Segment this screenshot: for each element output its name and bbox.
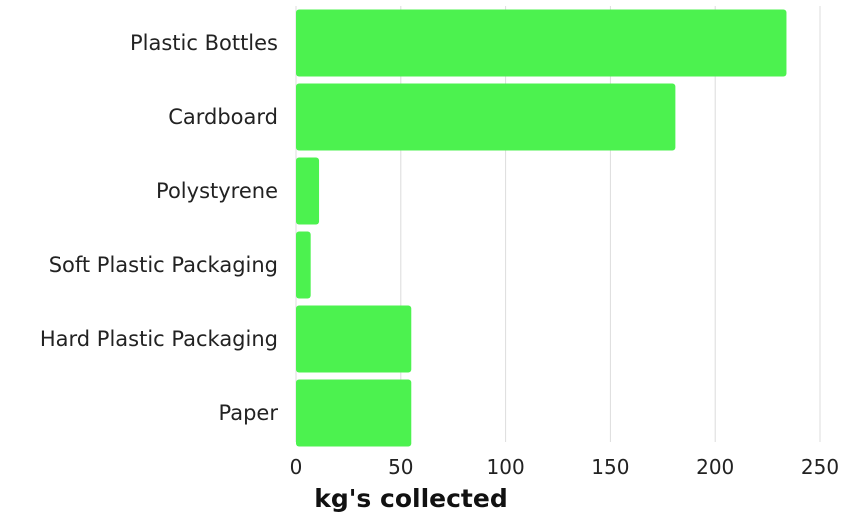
x-tick-label: 100 [487,455,525,479]
bar-plastic-bottles [296,9,787,77]
x-tick-label: 150 [591,455,629,479]
x-tick-label: 50 [388,455,413,479]
category-label: Polystyrene [156,179,278,203]
bars [296,9,787,447]
x-tick-label: 0 [290,455,303,479]
x-tick-label: 250 [801,455,839,479]
bar-paper [296,379,412,447]
bar-hard-plastic-packaging [296,305,412,373]
x-axis-title: kg's collected [314,484,507,513]
x-tick-label: 200 [696,455,734,479]
category-label: Paper [219,401,279,425]
category-label: Hard Plastic Packaging [40,327,278,351]
category-label: Soft Plastic Packaging [49,253,278,277]
bar-cardboard [296,83,676,151]
category-label: Cardboard [168,105,278,129]
category-label: Plastic Bottles [130,31,278,55]
category-labels: Plastic Bottles Cardboard Polystyrene Soft … [40,31,278,425]
bar-soft-plastic-packaging [296,231,311,299]
x-tick-labels: 0 50 100 150 200 250 [290,455,839,479]
bar-polystyrene [296,157,320,225]
